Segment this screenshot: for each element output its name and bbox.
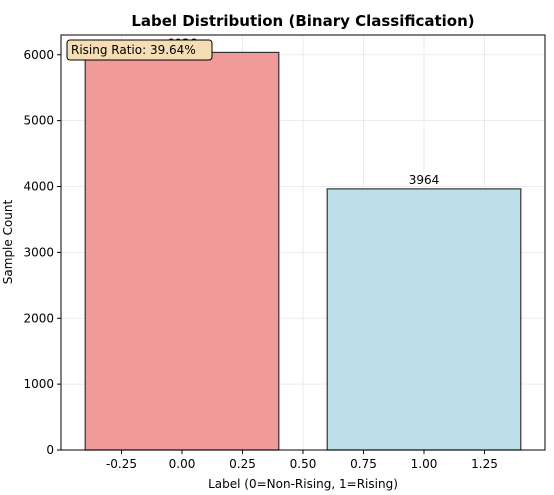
y-tick-label: 5000 [23,114,54,128]
annotation-box: Rising Ratio: 39.64% [66,39,213,61]
chart-title: Label Distribution (Binary Classificatio… [131,12,474,30]
y-tick-label: 3000 [23,245,54,259]
bar-0 [84,51,280,451]
x-tick-label: 0.75 [350,457,377,471]
x-tick-label: 0.00 [169,457,196,471]
x-axis: -0.25 0.00 0.25 0.50 0.75 1.00 1.25 [106,450,498,471]
bars [84,51,522,451]
y-tick-label: 4000 [23,180,54,194]
annotation-background [66,39,213,61]
x-axis-label: Label (0=Non-Rising, 1=Rising) [208,477,398,491]
bar-value-label: 3964 [409,173,440,187]
bar-1 [326,188,522,451]
y-axis: 0 1000 2000 3000 4000 5000 6000 [23,48,61,457]
y-tick-label: 2000 [23,311,54,325]
x-tick-label: 0.50 [290,457,317,471]
x-tick-label: 1.00 [411,457,438,471]
y-tick-label: 0 [46,443,54,457]
x-tick-label: 1.25 [471,457,498,471]
x-tick-label: -0.25 [106,457,137,471]
y-tick-label: 6000 [23,48,54,62]
annotation-text: Rising Ratio: 39.64% [71,43,196,57]
x-tick-label: 0.25 [229,457,256,471]
y-tick-label: 1000 [23,377,54,391]
y-axis-label: Sample Count [1,199,15,284]
